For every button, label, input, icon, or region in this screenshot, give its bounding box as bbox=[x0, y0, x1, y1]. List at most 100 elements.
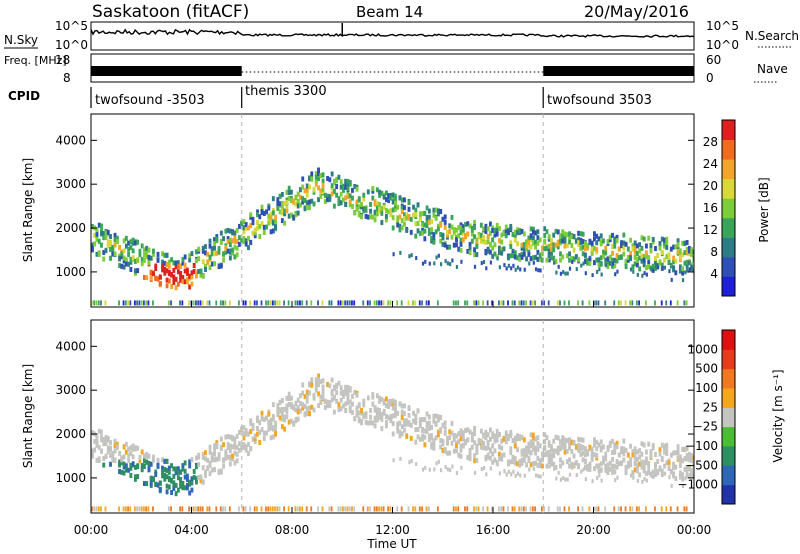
power-pixel bbox=[319, 173, 323, 179]
power-pixel bbox=[265, 224, 268, 230]
velocity-pixel bbox=[314, 380, 318, 386]
velocity-pixel bbox=[163, 476, 167, 482]
velocity-pixel bbox=[527, 457, 531, 463]
power-pixel bbox=[375, 209, 379, 215]
power-pixel bbox=[574, 254, 578, 260]
power-pixel bbox=[158, 280, 162, 286]
velocity-pixel bbox=[602, 459, 605, 465]
colorbar-swatch-4 bbox=[722, 407, 735, 428]
power-pixel bbox=[468, 245, 472, 251]
velocity-near-pixel bbox=[665, 506, 668, 512]
velocity-pixel bbox=[556, 445, 560, 451]
power-pixel bbox=[534, 230, 538, 236]
velocity-pixel bbox=[437, 459, 440, 464]
velocity-pixel bbox=[301, 402, 305, 408]
power-pixel bbox=[143, 274, 146, 280]
power-near-pixel bbox=[301, 300, 304, 306]
power-pixel bbox=[663, 240, 666, 246]
velocity-near-pixel bbox=[387, 506, 390, 512]
velocity-pixel bbox=[493, 438, 497, 444]
power-pixel bbox=[633, 249, 637, 255]
power-pixel bbox=[565, 253, 569, 259]
power-pixel bbox=[493, 251, 497, 257]
velocity-pixel bbox=[459, 453, 463, 459]
power-pixel bbox=[258, 233, 262, 239]
power-pixel bbox=[536, 249, 540, 255]
velocity-near-pixel bbox=[100, 506, 102, 512]
velocity-pixel bbox=[280, 424, 284, 430]
power-pixel bbox=[473, 264, 477, 269]
velocity-pixel bbox=[620, 460, 623, 466]
velocity-pixel bbox=[235, 458, 239, 464]
power-pixel bbox=[430, 218, 434, 224]
velocity-pixel bbox=[647, 441, 651, 447]
velocity-near-pixel bbox=[222, 506, 224, 512]
velocity-pixel bbox=[328, 402, 332, 408]
power-pixel bbox=[421, 261, 425, 266]
velocity-pixel bbox=[344, 390, 348, 396]
power-pixel bbox=[219, 263, 223, 269]
velocity-near-pixel bbox=[407, 506, 410, 512]
velocity-pixel bbox=[93, 438, 97, 444]
power-pixel bbox=[537, 268, 540, 273]
velocity-pixel bbox=[529, 450, 533, 456]
power-pixel bbox=[129, 239, 133, 245]
velocity-near-pixel bbox=[305, 506, 308, 512]
power-pixel bbox=[611, 232, 614, 238]
velocity-pixel bbox=[323, 398, 327, 404]
power-pixel bbox=[106, 229, 110, 235]
velocity-pixel bbox=[389, 398, 393, 404]
power-pixel bbox=[118, 255, 121, 261]
power-pixel bbox=[111, 247, 115, 253]
velocity-pixel bbox=[561, 444, 565, 450]
power-pixel bbox=[473, 219, 477, 225]
velocity-pixel bbox=[183, 474, 187, 480]
power-near-pixel bbox=[475, 300, 478, 306]
velocity-pixel bbox=[258, 429, 262, 435]
power-pixel bbox=[685, 246, 689, 252]
velocity-near-pixel bbox=[540, 506, 543, 512]
power-pixel bbox=[375, 201, 379, 207]
velocity-pixel bbox=[152, 477, 155, 483]
velocity-pixel bbox=[489, 466, 492, 471]
velocity-pixel bbox=[124, 449, 128, 455]
velocity-near-pixel bbox=[502, 506, 505, 512]
velocity-pixel bbox=[611, 438, 614, 444]
velocity-pixel bbox=[550, 447, 553, 453]
power-pixel bbox=[470, 238, 474, 244]
power-pixel bbox=[149, 269, 153, 275]
power-pixel bbox=[684, 270, 687, 275]
power-pixel bbox=[511, 232, 515, 238]
velocity-pixel bbox=[407, 420, 411, 426]
velocity-pixel bbox=[459, 428, 463, 434]
velocity-pixel bbox=[201, 479, 205, 485]
power-pixel bbox=[577, 230, 581, 236]
power-pixel bbox=[466, 231, 470, 237]
power-pixel bbox=[640, 258, 644, 264]
power-pixel bbox=[507, 255, 510, 261]
velocity-pixel bbox=[418, 436, 422, 442]
velocity-pixel bbox=[685, 452, 689, 458]
velocity-pixel bbox=[283, 426, 287, 432]
power-near-pixel bbox=[276, 300, 279, 306]
power-pixel bbox=[579, 245, 583, 251]
velocity-pixel bbox=[482, 440, 486, 446]
velocity-near-pixel bbox=[296, 506, 299, 512]
velocity-pixel bbox=[158, 486, 162, 492]
velocity-pixel bbox=[568, 445, 571, 451]
velocity-pixel bbox=[364, 419, 368, 425]
velocity-pixel bbox=[473, 470, 477, 475]
power-pixel bbox=[247, 235, 250, 241]
power-pixel bbox=[434, 229, 438, 235]
velocity-pixel bbox=[373, 415, 377, 421]
velocity-pixel bbox=[631, 452, 635, 458]
power-pixel bbox=[118, 263, 121, 269]
power-pixel bbox=[357, 212, 361, 218]
velocity-pixel bbox=[181, 485, 185, 491]
velocity-pixel bbox=[525, 449, 529, 455]
velocity-pixel bbox=[647, 470, 651, 476]
velocity-pixel bbox=[115, 445, 119, 451]
power-pixel bbox=[461, 227, 465, 233]
power-pixel bbox=[448, 223, 452, 229]
velocity-pixel bbox=[384, 396, 388, 402]
